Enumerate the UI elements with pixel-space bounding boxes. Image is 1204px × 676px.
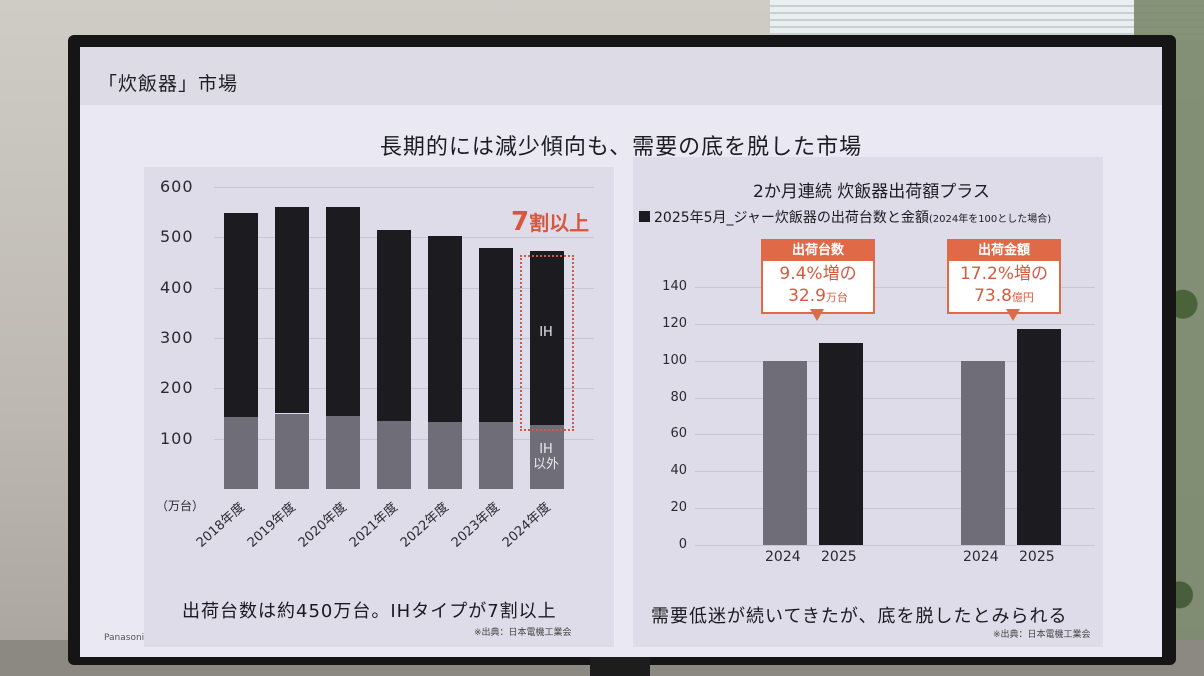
- bar-2025: [819, 343, 863, 545]
- y-axis-unit: （万台）: [156, 499, 205, 513]
- x-tick-label: 2022年度: [397, 499, 452, 551]
- gridline: [695, 397, 1095, 399]
- y-tick-label: 80: [670, 389, 687, 405]
- y-tick-label: 200: [160, 378, 194, 398]
- y-tick-label: 40: [670, 463, 687, 479]
- bar-segment-non-ih: [275, 413, 309, 489]
- right-chart-panel: 2か月連続 炊飯器出荷額プラス 2025年5月_ジャー炊飯器の出荷台数と金額(2…: [633, 157, 1103, 647]
- window-blinds: [770, 0, 1204, 40]
- y-tick-label: 100: [160, 428, 194, 448]
- annotation-units: 出荷台数 9.4%増の 32.9万台: [761, 239, 875, 314]
- x-tick-label: 2024: [765, 549, 801, 565]
- non-ih-segment-label: IH 以外: [532, 442, 559, 472]
- right-caption: 需要低迷が続いてきたが、底を脱したとみられる: [651, 606, 1068, 627]
- x-tick-label: 2025: [1019, 549, 1055, 565]
- x-tick-label: 2024: [963, 549, 999, 565]
- x-tick-label: 2019年度: [244, 499, 299, 551]
- y-tick-label: 120: [662, 315, 687, 331]
- gridline: [695, 508, 1095, 510]
- bar-segment-ih: [530, 250, 564, 425]
- slide-header: [80, 47, 1162, 105]
- annotation-amount: 出荷金額 17.2%増の 73.8億円: [947, 239, 1061, 314]
- left-chart-panel: 600 500 400 300 200 100 2018年度 2019年度 2020年度 2021…: [144, 167, 614, 647]
- y-tick-label: 60: [670, 426, 687, 442]
- gridline: [695, 360, 1095, 362]
- bar-segment-ih: [275, 207, 309, 414]
- x-tick-label: 2020年度: [295, 499, 350, 551]
- y-tick-label: 140: [662, 279, 687, 294]
- x-tick-label: 2024年度: [499, 499, 554, 551]
- bar-segment-non-ih: [530, 424, 564, 489]
- legend-square-icon: [639, 211, 650, 222]
- bar-segment-non-ih: [479, 422, 513, 489]
- left-caption: 出荷台数は約450万台。IHタイプが7割以上: [182, 601, 557, 622]
- bar-segment-non-ih: [377, 421, 411, 489]
- x-tick-label: 2021年度: [346, 499, 401, 551]
- y-tick-label: 0: [678, 537, 687, 552]
- bar-segment-ih: [377, 229, 411, 422]
- bar-segment-ih: [428, 235, 462, 423]
- bar-segment-ih: [224, 213, 258, 418]
- bar-2025: [1017, 329, 1061, 545]
- bar-segment-non-ih: [326, 416, 360, 489]
- bar-segment-non-ih: [224, 417, 258, 489]
- right-chart-title: 2か月連続 炊飯器出荷額プラス: [753, 182, 990, 202]
- annotation-amount-arrow: [1006, 309, 1020, 321]
- callout-7-wari: 7割以上: [511, 207, 590, 237]
- y-tick-label: 300: [160, 328, 194, 347]
- ih-highlight-box: [520, 255, 574, 431]
- gridline: [695, 434, 1095, 436]
- bar-segment-ih: [479, 248, 513, 423]
- slide-screen: 「炊飯器」市場 長期的には減少傾向も、需要の底を脱した市場 Panasonic …: [80, 47, 1162, 657]
- bar-2024: [961, 360, 1005, 545]
- y-tick-label: 100: [662, 352, 687, 368]
- gridline: [214, 187, 594, 188]
- annotation-units-arrow: [810, 309, 824, 321]
- slide-title: 「炊飯器」市場: [98, 73, 239, 95]
- gridline: [695, 471, 1095, 473]
- right-chart-subtitle: 2025年5月_ジャー炊飯器の出荷台数と金額(2024年を100とした場合): [639, 207, 1051, 227]
- x-tick-label: 2023年度: [448, 499, 503, 551]
- gridline: [695, 323, 1095, 325]
- bar-segment-ih: [326, 207, 360, 416]
- y-tick-label: 400: [160, 277, 194, 297]
- right-source: ※出典：日本電機工業会: [993, 630, 1091, 640]
- y-tick-label: 600: [160, 177, 194, 196]
- y-tick-label: 500: [160, 227, 194, 247]
- left-source: ※出典：日本電機工業会: [474, 628, 572, 638]
- y-tick-label: 20: [670, 500, 687, 516]
- bar-2024: [763, 360, 807, 545]
- ih-segment-label: IH: [539, 325, 553, 340]
- gridline: [695, 287, 1095, 288]
- brand-logo: Panasonic: [104, 633, 150, 643]
- bar-segment-non-ih: [428, 422, 462, 489]
- x-tick-label: 2025: [821, 549, 857, 565]
- gridline: [695, 545, 1095, 546]
- slide-headline: 長期的には減少傾向も、需要の底を脱した市場: [379, 135, 863, 160]
